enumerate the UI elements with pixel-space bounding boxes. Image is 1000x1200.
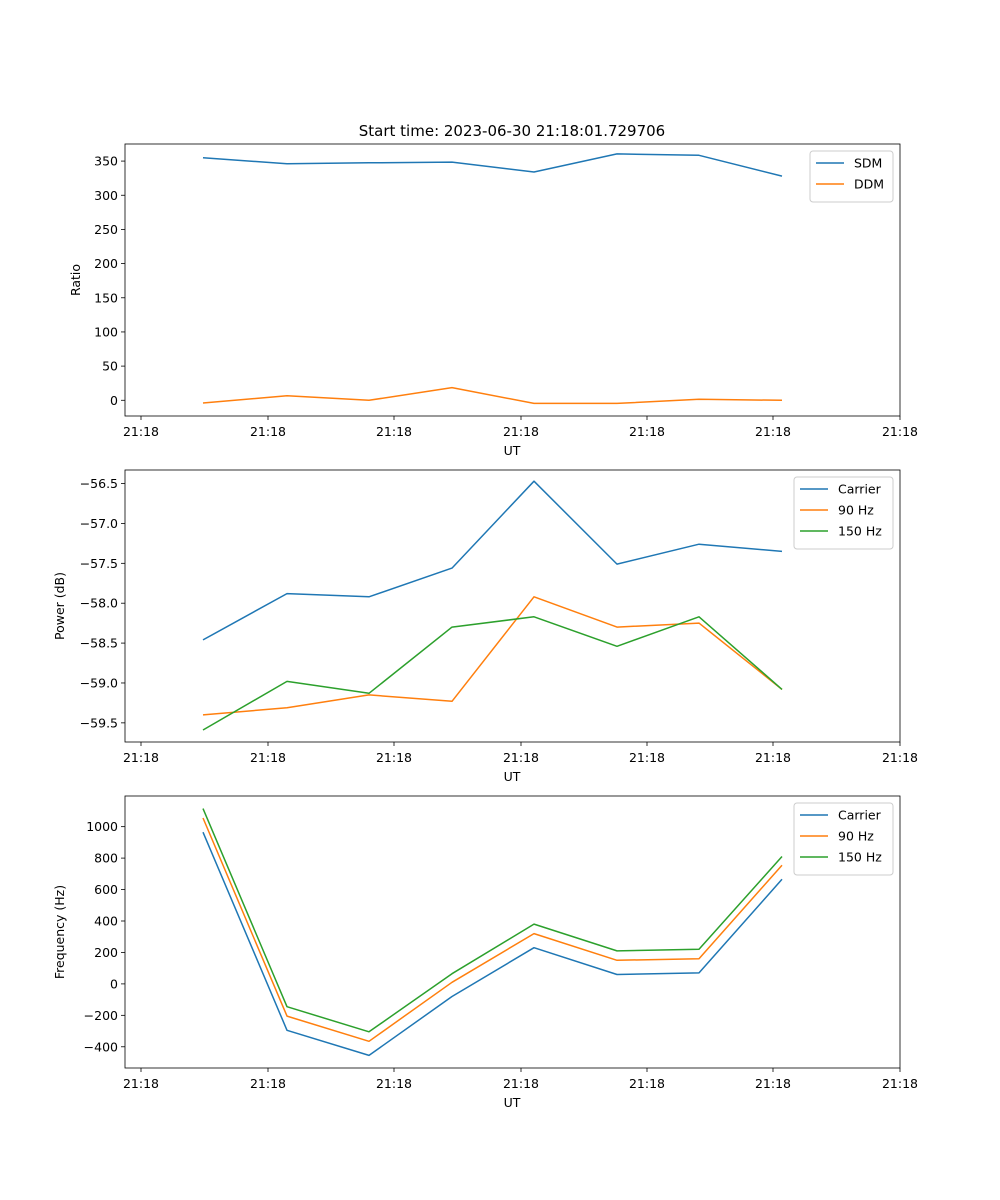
- y-tick-label: 0: [110, 976, 118, 991]
- x-tick-label: 21:18: [755, 1076, 791, 1091]
- x-tick-label: 21:18: [503, 424, 539, 439]
- y-tick-label: −58.0: [80, 596, 118, 611]
- y-tick-label: 50: [102, 359, 118, 374]
- x-tick-label: 21:18: [629, 424, 665, 439]
- x-tick-label: 21:18: [503, 750, 539, 765]
- chart-panel-2: 21:18 21:18 21:18 21:18 21:18 21:18 21:18 −59.5…: [52, 469, 918, 784]
- x-axis-label: UT: [504, 1095, 521, 1110]
- y-tick-label: 300: [94, 188, 118, 203]
- y-tick-label: −58.5: [80, 636, 118, 651]
- y-tick-label: −59.5: [80, 715, 118, 730]
- y-axis-label: Ratio: [68, 264, 83, 296]
- x-tick-label: 21:18: [123, 1076, 159, 1091]
- x-tick-label: 21:18: [629, 750, 665, 765]
- legend-label-carrier: Carrier: [838, 482, 882, 497]
- x-tick-label: 21:18: [123, 424, 159, 439]
- y-tick-label: 250: [94, 222, 118, 237]
- series-line-90-hz: [202, 817, 783, 1043]
- axes-frame: [124, 795, 901, 1069]
- y-axis-label: Power (dB): [52, 572, 67, 640]
- x-tick-label: 21:18: [250, 424, 286, 439]
- x-axis-label: UT: [504, 769, 521, 784]
- x-tick-label: 21:18: [376, 1076, 412, 1091]
- series-line-carrier: [202, 831, 783, 1057]
- series-line-150-hz: [202, 808, 783, 1033]
- figure-title: Start time: 2023-06-30 21:18:01.729706: [359, 122, 665, 140]
- x-tick-label: 21:18: [882, 1076, 918, 1091]
- series-line-carrier: [202, 480, 783, 641]
- chart-panels: 21:18 21:18 21:18 21:18 21:18 21:18 21:18 0 50 10…: [52, 143, 918, 1110]
- x-tick-label: 21:18: [882, 750, 918, 765]
- x-tick-label: 21:18: [376, 424, 412, 439]
- legend: SDM DDM: [809, 150, 894, 203]
- x-tick-label: 21:18: [882, 424, 918, 439]
- chart-panel-3: 21:18 21:18 21:18 21:18 21:18 21:18 21:18 −400 −…: [52, 795, 918, 1110]
- legend-label-150-hz: 150 Hz: [838, 524, 882, 539]
- y-tick-label: 0: [110, 393, 118, 408]
- x-axis-label: UT: [504, 443, 521, 458]
- series-line-sdm: [202, 153, 783, 177]
- x-tick-label: 21:18: [503, 1076, 539, 1091]
- legend: Carrier 90 Hz 150 Hz: [793, 476, 894, 550]
- y-tick-label: 350: [94, 154, 118, 169]
- x-tick-label: 21:18: [629, 1076, 665, 1091]
- legend: Carrier 90 Hz 150 Hz: [793, 802, 894, 876]
- y-tick-label: 1000: [86, 819, 118, 834]
- legend-label-carrier: Carrier: [838, 808, 882, 823]
- y-tick-label: −400: [84, 1039, 118, 1054]
- chart-panel-1: 21:18 21:18 21:18 21:18 21:18 21:18 21:18 0 50 10…: [68, 143, 918, 458]
- legend-label-90-hz: 90 Hz: [838, 503, 874, 518]
- y-tick-label: −57.5: [80, 556, 118, 571]
- legend-label-ddm: DDM: [854, 177, 884, 192]
- axes-frame: [124, 469, 901, 743]
- y-tick-label: −56.5: [80, 476, 118, 491]
- y-tick-label: 200: [94, 256, 118, 271]
- legend-label-sdm: SDM: [854, 156, 882, 171]
- y-tick-label: 600: [94, 882, 118, 897]
- x-tick-label: 21:18: [376, 750, 412, 765]
- y-tick-label: 400: [94, 913, 118, 928]
- y-tick-label: 800: [94, 851, 118, 866]
- series-line-ddm: [202, 386, 783, 405]
- axes-frame: [124, 143, 901, 417]
- x-tick-label: 21:18: [755, 750, 791, 765]
- y-tick-label: −200: [84, 1008, 118, 1023]
- series-line-150-hz: [202, 616, 783, 731]
- x-tick-label: 21:18: [250, 1076, 286, 1091]
- legend-label-150-hz: 150 Hz: [838, 850, 882, 865]
- x-tick-label: 21:18: [250, 750, 286, 765]
- y-tick-label: −59.0: [80, 675, 118, 690]
- y-tick-label: −57.0: [80, 516, 118, 531]
- x-tick-label: 21:18: [123, 750, 159, 765]
- x-tick-label: 21:18: [755, 424, 791, 439]
- y-tick-label: 100: [94, 324, 118, 339]
- y-axis-label: Frequency (Hz): [52, 885, 67, 979]
- legend-label-90-hz: 90 Hz: [838, 829, 874, 844]
- y-tick-label: 200: [94, 945, 118, 960]
- y-tick-label: 150: [94, 290, 118, 305]
- series-line-90-hz: [202, 596, 783, 716]
